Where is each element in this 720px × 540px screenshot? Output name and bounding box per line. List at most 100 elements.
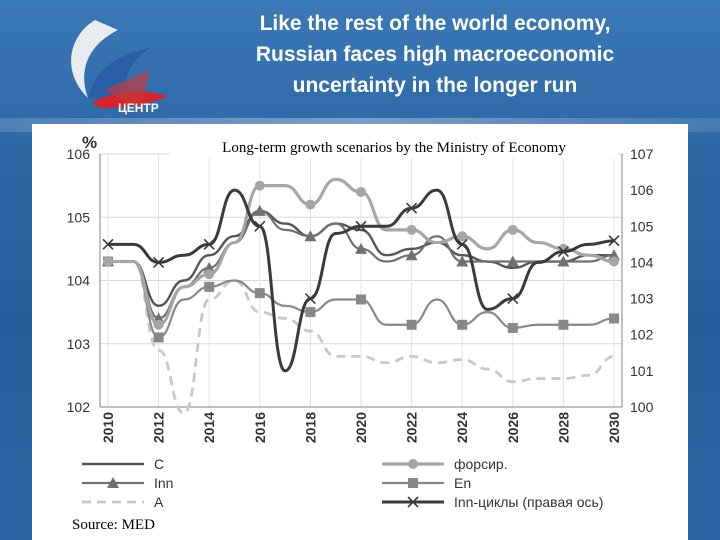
series-5-point: [254, 220, 266, 232]
x-tick-label: 2024: [454, 412, 470, 443]
series-5-point: [557, 246, 569, 258]
title-line-2: Russian faces high macroeconomic: [255, 43, 615, 66]
chart-series: [102, 177, 620, 415]
legend-label: Inn-циклы (правая ось): [454, 494, 603, 510]
series-0-line: [108, 209, 614, 307]
chart-title: Long-term growth scenarios by the Minist…: [222, 140, 566, 156]
series-5-point: [355, 220, 367, 232]
chart-axes: [99, 154, 623, 408]
series-1-point: [204, 269, 215, 280]
series-4: [108, 260, 615, 415]
series-3-point: [507, 322, 518, 333]
series-5-line: [108, 188, 615, 373]
left-tick-label: 103: [67, 336, 91, 352]
legend-entry-4: A: [82, 494, 164, 510]
legend-label: En: [454, 475, 471, 491]
series-1-point: [103, 256, 113, 267]
series-2-point: [608, 249, 620, 261]
x-tick-label: 2022: [404, 412, 420, 443]
right-tick-label: 100: [630, 399, 654, 415]
series-3-point: [204, 281, 215, 292]
series-5-point: [153, 256, 165, 268]
series-5-point: [304, 293, 316, 305]
left-axis-label: %: [82, 133, 97, 152]
series-3-point: [356, 294, 366, 305]
chart-title-box: [170, 134, 618, 158]
x-tick-label: 2020: [353, 412, 369, 443]
series-2-point: [557, 255, 570, 267]
series-1-point: [305, 199, 316, 210]
logo-hull: [105, 70, 150, 110]
series-2-point: [355, 242, 367, 254]
series-2-point: [304, 230, 317, 242]
legend-label: C: [154, 456, 164, 472]
series-2-point: [405, 249, 418, 261]
left-tick-label: 106: [67, 146, 91, 162]
left-tick-label: 105: [67, 209, 91, 225]
title-line-3: uncertainty in the longer run: [292, 74, 578, 97]
series-3-point: [305, 307, 316, 318]
legend-marker: [408, 478, 418, 488]
legend-entry-5: Inn-циклы (правая ось): [382, 494, 603, 510]
series-5-point: [456, 238, 468, 250]
title-line-1: Like the rest of the world economy,: [259, 12, 611, 35]
legend-label: A: [154, 494, 164, 510]
series-3-point: [558, 319, 569, 330]
logo-text: ЦЕНТР: [118, 101, 159, 115]
series-2-point: [152, 312, 165, 324]
x-tick-label: 2014: [201, 412, 217, 443]
growth-scenarios-chart: 102 103 104 105 106 100 101 102 103 104 105 106 107…: [67, 133, 654, 510]
x-tick-label: 2028: [555, 412, 571, 443]
series-2-point: [203, 261, 216, 273]
series-1-point: [356, 186, 366, 197]
right-tick-label: 104: [630, 254, 654, 270]
left-tick-labels: 102 103 104 105 106: [67, 146, 91, 415]
series-4-line: [108, 260, 615, 415]
right-tick-label: 101: [630, 363, 654, 379]
series-2-point: [253, 204, 266, 216]
series-0: [108, 209, 614, 307]
source-box: Source: MED: [32, 514, 688, 540]
series-3-point: [609, 313, 619, 324]
left-tick-label: 104: [67, 273, 91, 289]
series-1: [103, 177, 619, 330]
series-3-point: [406, 319, 417, 330]
logo: ЦЕНТР: [71, 20, 168, 115]
source-note: Source: MED: [72, 517, 155, 533]
series-1-point: [406, 224, 417, 235]
chart-panel: 102 103 104 105 106 100 101 102 103 104 105 106 107…: [32, 124, 688, 514]
series-5-point: [507, 293, 519, 305]
series-5-point: [406, 202, 418, 214]
right-tick-label: 105: [630, 218, 654, 234]
x-tick-label: 2026: [505, 412, 521, 443]
series-5-point: [608, 235, 620, 247]
x-tick-label: 2016: [252, 412, 268, 443]
legend-entry-0: C: [82, 456, 164, 472]
logo-sail-blue: [88, 48, 150, 100]
legend-label: Inn: [154, 475, 173, 491]
series-3-point: [457, 319, 468, 330]
legend-label: форсир.: [454, 456, 508, 472]
right-tick-label: 107: [630, 146, 654, 162]
series-3-point: [153, 332, 164, 343]
legend-marker: [107, 477, 119, 488]
right-tick-labels: 100 101 102 103 104 105 106 107: [630, 146, 654, 415]
series-1-point: [153, 319, 164, 330]
x-tick-label: 2012: [151, 412, 167, 443]
series-5-point: [203, 238, 215, 250]
series-1-point: [457, 231, 468, 242]
legend-entry-2: Inn: [82, 475, 173, 491]
legend-entry-1: форсир.: [382, 456, 508, 472]
right-tick-label: 103: [630, 291, 654, 307]
series-2-point: [456, 255, 469, 267]
series-5: [102, 188, 620, 373]
x-tick-labels: 2010 2012 2014 2016 2018 2020 2022 2024 2026 2028…: [100, 412, 622, 443]
series-1-point: [609, 256, 619, 267]
series-1-point: [507, 224, 518, 235]
series-2-point: [506, 255, 519, 267]
x-tick-label: 2030: [606, 412, 622, 443]
series-3-point: [254, 288, 265, 299]
series-1-point: [254, 180, 265, 191]
right-tick-label: 102: [630, 327, 654, 343]
